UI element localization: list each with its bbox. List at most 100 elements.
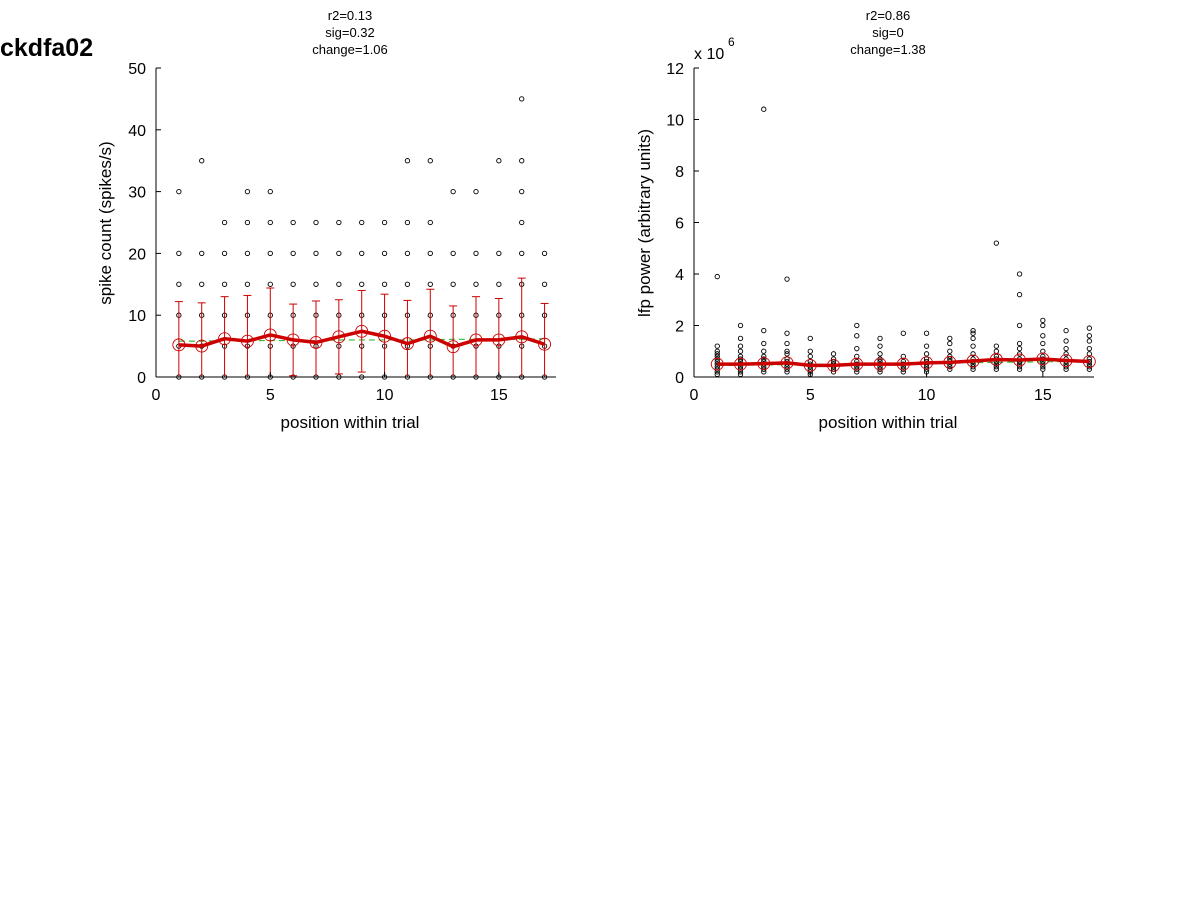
y-axis-label: spike count (spikes/s): [96, 141, 115, 304]
trial-point: [807, 335, 813, 342]
trial-point: [1063, 327, 1069, 334]
trial-point: [970, 335, 976, 342]
trial-point: [176, 250, 182, 257]
trial-point: [450, 188, 456, 195]
trial-point: [1016, 346, 1023, 352]
y-tick-label: 12: [666, 61, 684, 78]
mean-marker: [469, 333, 483, 347]
trial-point: [1016, 351, 1023, 357]
trial-point: [244, 250, 251, 257]
trial-point: [1016, 271, 1023, 277]
trial-point: [900, 369, 906, 375]
mean-marker: [515, 330, 529, 344]
figure-label: ckdfa02: [0, 34, 93, 62]
trial-point: [404, 158, 411, 164]
trial-point: [519, 250, 525, 257]
x-axis-label: position within trial: [281, 413, 420, 432]
trial-point: [784, 340, 790, 347]
trial-point: [761, 327, 767, 334]
mean-marker: [757, 357, 771, 371]
mean-marker: [378, 329, 392, 343]
mean-marker: [218, 332, 232, 346]
trial-point: [877, 343, 883, 349]
trial-point: [290, 219, 296, 226]
trial-point: [784, 348, 790, 354]
trial-point: [359, 250, 365, 257]
trial-point: [1016, 366, 1023, 372]
trial-point: [1040, 340, 1046, 347]
mean-marker: [423, 329, 437, 343]
error-bars-layer: [174, 277, 549, 377]
trial-point: [1040, 348, 1046, 354]
trial-point: [336, 250, 342, 257]
trial-point: [313, 250, 319, 257]
trial-point: [947, 348, 953, 354]
x-axis-label: position within trial: [819, 413, 958, 432]
trial-point: [737, 369, 744, 375]
y-tick-label: 10: [666, 113, 684, 130]
mean-marker: [896, 357, 910, 371]
chart-title-line-1: r2=0.13: [328, 8, 372, 23]
mean-marker: [492, 333, 506, 347]
y-tick-label: 10: [128, 308, 146, 325]
trial-point: [199, 250, 205, 257]
trial-point: [1086, 333, 1092, 339]
mean-marker: [920, 356, 934, 370]
trial-point: [737, 343, 744, 349]
trial-point: [496, 250, 502, 257]
trial-point: [176, 281, 182, 287]
trial-point: [761, 348, 767, 354]
y-tick-label: 8: [675, 164, 684, 181]
trial-point: [404, 219, 411, 226]
x-tick-label: 10: [376, 387, 394, 404]
mean-marker: [873, 357, 887, 371]
trial-point: [496, 158, 502, 164]
x-tick-label: 0: [690, 387, 699, 404]
trial-point: [427, 158, 433, 164]
trial-point: [336, 281, 342, 287]
trial-point: [381, 281, 388, 287]
trial-point: [714, 348, 720, 354]
y-tick-label: 2: [675, 319, 684, 336]
trial-point: [947, 364, 953, 370]
x-tick-label: 5: [806, 387, 815, 404]
trial-point: [970, 351, 976, 357]
trial-point: [313, 219, 319, 226]
trial-point: [947, 335, 953, 342]
trial-point: [993, 364, 999, 370]
y-tick-label: 4: [675, 267, 684, 284]
trial-point: [761, 106, 767, 112]
trial-point: [947, 340, 953, 347]
trial-point: [993, 366, 999, 372]
chart-title-line-1: r2=0.86: [866, 8, 910, 23]
trial-points-layer: [714, 106, 1092, 378]
chart-title-line-2: sig=0.32: [325, 25, 375, 40]
x-tick-label: 15: [1034, 387, 1052, 404]
chart-title-line-3: change=1.38: [850, 42, 926, 57]
mean-marker: [332, 330, 346, 344]
mean-marker: [734, 357, 747, 371]
trial-point: [970, 327, 976, 334]
trial-point: [1063, 338, 1069, 344]
trial-point: [1063, 366, 1069, 372]
mean-marker: [538, 337, 552, 351]
chart-title-line-3: change=1.06: [312, 42, 388, 57]
trial-point: [473, 250, 479, 257]
trial-point: [900, 330, 906, 336]
mean-marker: [989, 353, 1003, 366]
trial-point: [1086, 351, 1092, 357]
y-tick-label: 50: [128, 61, 146, 78]
mean-line: [717, 357, 1090, 368]
trial-point: [176, 188, 182, 195]
trial-point: [854, 346, 860, 352]
lfp-power-chart: r2=0.86 sig=0 change=1.38 position withi…: [635, 8, 1096, 432]
x-tick-label: 5: [266, 387, 275, 404]
trial-point: [244, 219, 251, 226]
y-scale-exponent: 6: [728, 35, 735, 49]
trial-point: [519, 188, 525, 195]
mean-marker: [827, 358, 840, 372]
trial-point: [267, 219, 273, 226]
mean-marker: [803, 358, 817, 372]
trial-point: [993, 240, 999, 246]
trial-point: [784, 351, 790, 357]
